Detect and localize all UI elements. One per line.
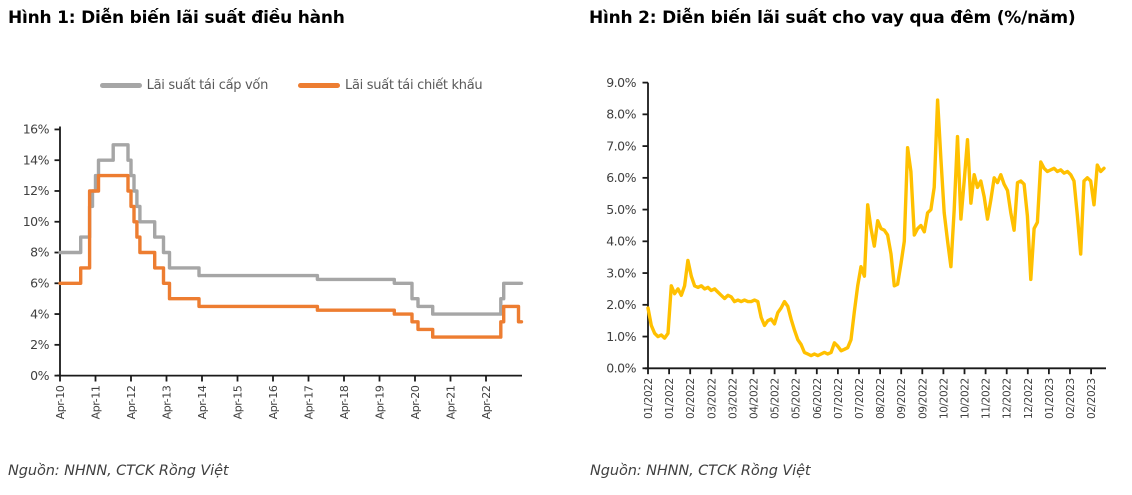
svg-text:14%: 14% <box>23 152 50 167</box>
svg-text:Apr-11: Apr-11 <box>90 386 103 420</box>
svg-text:8.0%: 8.0% <box>606 107 636 122</box>
svg-text:01/2022: 01/2022 <box>664 378 676 419</box>
svg-text:04/2022: 04/2022 <box>749 378 761 419</box>
svg-text:Apr-18: Apr-18 <box>338 385 351 419</box>
svg-text:09/2022: 09/2022 <box>896 378 908 419</box>
svg-text:10/2022: 10/2022 <box>938 378 950 419</box>
fig1-series-1 <box>58 173 524 339</box>
legend-label-rediscount-rate: Lãi suất tái chiết khấu <box>345 78 483 93</box>
svg-text:12%: 12% <box>23 183 50 198</box>
figure1-source: Nguồn: NHNN, CTCK Rồng Việt <box>8 463 229 479</box>
svg-text:06/2022: 06/2022 <box>812 378 824 419</box>
svg-text:01/2023: 01/2023 <box>1044 378 1056 419</box>
svg-text:05/2022: 05/2022 <box>791 378 803 419</box>
fig2-axes <box>642 81 1106 375</box>
fig1-tick-labels: 0% 2% 4% 6% 8% 10% 12% 14% 16% Apr-10 Apr-11 Apr-12… <box>23 122 493 420</box>
svg-text:02/2022: 02/2022 <box>685 378 697 419</box>
figure1-title: Hình 1: Diễn biến lãi suất điều hành <box>8 8 345 28</box>
svg-text:8%: 8% <box>30 245 49 260</box>
svg-text:Apr-21: Apr-21 <box>445 386 458 420</box>
fig2-tick-labels: 0.0% 1.0% 2.0% 3.0% 4.0% 5.0% 6.0% 7.0% 8.0% 9.0%… <box>606 75 1098 419</box>
svg-text:6%: 6% <box>30 275 49 290</box>
svg-text:05/2022: 05/2022 <box>770 378 782 419</box>
figure2-source: Nguồn: NHNN, CTCK Rồng Việt <box>590 463 811 479</box>
svg-text:10/2022: 10/2022 <box>960 378 972 419</box>
svg-text:Apr-17: Apr-17 <box>303 385 316 419</box>
svg-text:Apr-19: Apr-19 <box>374 385 387 419</box>
svg-text:11/2022: 11/2022 <box>981 378 993 419</box>
svg-text:Apr-13: Apr-13 <box>161 385 174 419</box>
svg-text:03/2022: 03/2022 <box>727 378 739 419</box>
svg-text:Apr-20: Apr-20 <box>409 385 422 419</box>
svg-text:16%: 16% <box>23 122 50 137</box>
svg-text:Apr-10: Apr-10 <box>54 385 67 419</box>
legend-item-refinancing-rate: Lãi suất tái cấp vốn <box>99 78 269 93</box>
svg-text:9.0%: 9.0% <box>606 75 636 90</box>
figure2-title: Hình 2: Diễn biến lãi suất cho vay qua đ… <box>589 8 1076 28</box>
svg-text:07/2022: 07/2022 <box>833 378 845 419</box>
svg-text:12/2022: 12/2022 <box>1002 378 1014 419</box>
rediscount-rate-line-swatch <box>298 83 341 88</box>
svg-text:01/2022: 01/2022 <box>643 378 655 419</box>
svg-text:Apr-12: Apr-12 <box>125 386 138 420</box>
fig2-series-overnight-rate <box>646 98 1106 358</box>
svg-text:02/2023: 02/2023 <box>1065 378 1077 419</box>
svg-text:12/2022: 12/2022 <box>1023 378 1035 419</box>
legend-item-rediscount-rate: Lãi suất tái chiết khấu <box>298 78 483 93</box>
refinancing-rate-line-swatch <box>99 83 142 88</box>
svg-text:5.0%: 5.0% <box>606 202 636 217</box>
svg-text:07/2022: 07/2022 <box>854 378 866 419</box>
svg-text:Apr-22: Apr-22 <box>480 386 493 420</box>
svg-text:3.0%: 3.0% <box>606 265 636 280</box>
svg-text:08/2022: 08/2022 <box>875 378 887 419</box>
svg-text:2%: 2% <box>30 337 49 352</box>
svg-text:0.0%: 0.0% <box>606 361 636 376</box>
svg-text:Apr-15: Apr-15 <box>232 385 245 419</box>
svg-text:Apr-14: Apr-14 <box>196 385 209 419</box>
svg-text:4.0%: 4.0% <box>606 234 636 249</box>
svg-text:03/2022: 03/2022 <box>706 378 718 419</box>
svg-text:6.0%: 6.0% <box>606 170 636 185</box>
svg-text:02/2023: 02/2023 <box>1086 378 1098 419</box>
svg-text:1.0%: 1.0% <box>606 329 636 344</box>
figure1-legend: Lãi suất tái cấp vốn Lãi suất tái chiết … <box>60 78 522 93</box>
svg-text:4%: 4% <box>30 306 49 321</box>
svg-text:10%: 10% <box>23 214 50 229</box>
svg-text:Apr-16: Apr-16 <box>267 385 280 419</box>
svg-text:2.0%: 2.0% <box>606 297 636 312</box>
svg-text:09/2022: 09/2022 <box>917 378 929 419</box>
svg-text:0%: 0% <box>30 368 49 383</box>
svg-text:7.0%: 7.0% <box>606 138 636 153</box>
fig1-series-0 <box>58 143 524 316</box>
legend-label-refinancing-rate: Lãi suất tái cấp vốn <box>146 78 269 93</box>
